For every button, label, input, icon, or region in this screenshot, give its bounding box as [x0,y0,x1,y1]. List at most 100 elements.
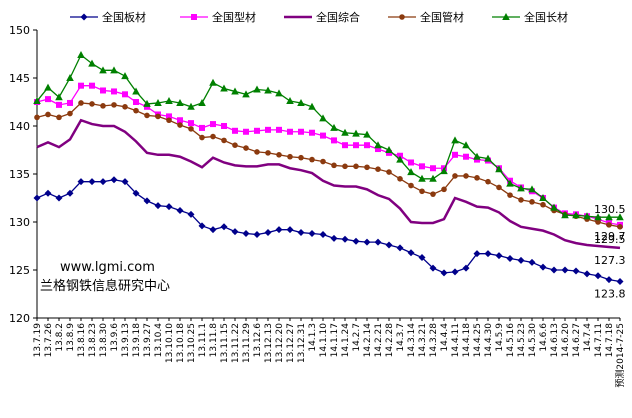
data-point [298,128,304,135]
legend-label: 全国管材 [420,10,464,24]
data-point [132,189,140,197]
data-point [110,66,118,74]
data-point [364,142,370,149]
x-tick-label: 14.4.4 [440,323,450,352]
data-point [374,141,382,149]
data-point [528,258,536,266]
x-tick-label: 14.5.30 [528,323,538,358]
data-point [77,50,85,58]
data-point [176,98,184,106]
data-point [276,152,282,158]
data-point [419,188,425,195]
end-value-label: 129.5 [594,233,626,246]
x-tick-label: 14.4.30 [484,323,494,358]
data-point [353,163,359,170]
y-tick-label: 145 [9,72,30,85]
x-axis: 13.7.19 13.7.26 13.8.2 13.8.9 13.8.16 13.8.23… [33,317,626,388]
data-point [188,120,194,127]
data-point [265,126,271,133]
data-point [484,250,492,258]
data-point [220,223,228,231]
data-point [595,219,601,225]
data-point [78,100,84,106]
data-point [231,228,239,236]
data-point [100,87,106,94]
series-3 [36,118,621,250]
legend-label: 全国板材 [102,10,146,24]
data-point [561,211,569,219]
data-point [539,263,547,271]
data-point [341,128,349,136]
data-point [550,203,558,211]
x-tick-label: 14.6.27 [572,323,582,357]
data-point [418,174,426,182]
data-point [507,192,513,198]
data-point [408,182,414,189]
data-point [550,266,558,274]
data-point [242,90,250,98]
x-tick-label: 14.6.6 [539,323,549,352]
legend-label: 全国综合 [316,10,360,24]
data-point [132,87,140,95]
data-point [221,123,227,129]
data-point [352,129,360,137]
y-tick-label: 130 [9,216,30,229]
data-point [199,124,205,131]
data-point [187,210,195,218]
x-tick-label: 13.12.6 [253,323,263,358]
data-point [33,194,41,202]
data-point [111,88,117,95]
data-point [89,82,95,89]
data-point [287,153,293,160]
x-tick-label: 14.1.24 [341,323,351,358]
data-point [605,276,613,284]
legend: 全国板材 全国型材 全国综合 全国管材 全国长材 [70,10,568,24]
end-value-label: 130.5 [594,203,626,216]
data-point [605,213,613,221]
data-point [429,264,437,272]
data-point [342,163,348,170]
data-point [286,97,294,105]
data-point [617,224,623,230]
watermark-site: www.lgmi.com [60,260,155,275]
data-point [177,117,183,124]
x-tick-label: 14.4.25 [473,323,483,357]
x-tick-label: 预测2014-7-25 [615,323,626,388]
data-point [418,254,426,262]
data-point [462,264,470,272]
data-point [319,230,327,238]
data-point [254,127,260,134]
data-point [198,98,206,106]
data-point [44,83,52,91]
data-point [187,102,195,110]
legend-label: 全国型材 [212,10,256,24]
data-point [121,178,129,186]
data-point [188,126,194,132]
x-tick-label: 14.2.28 [385,323,395,358]
x-tick-label: 13.11.22 [231,323,241,363]
data-point [308,102,316,110]
data-point [496,184,502,191]
data-point [331,162,337,169]
data-point [518,197,524,203]
data-point [88,178,96,186]
data-point [144,112,150,119]
data-point [429,174,437,182]
data-point [265,150,271,156]
data-point [561,266,569,274]
x-tick-label: 13.10.4 [154,323,164,358]
data-point [80,13,88,21]
data-point [297,229,305,237]
data-point [297,98,305,106]
data-point [397,176,403,182]
data-point [485,178,491,185]
x-tick-label: 13.11.8 [209,323,219,358]
data-point [154,98,162,106]
data-point [319,114,327,122]
data-point [199,134,205,141]
data-point [210,121,216,128]
data-point [407,168,415,176]
data-point [177,122,183,128]
series-line [36,102,621,228]
data-point [155,113,161,120]
